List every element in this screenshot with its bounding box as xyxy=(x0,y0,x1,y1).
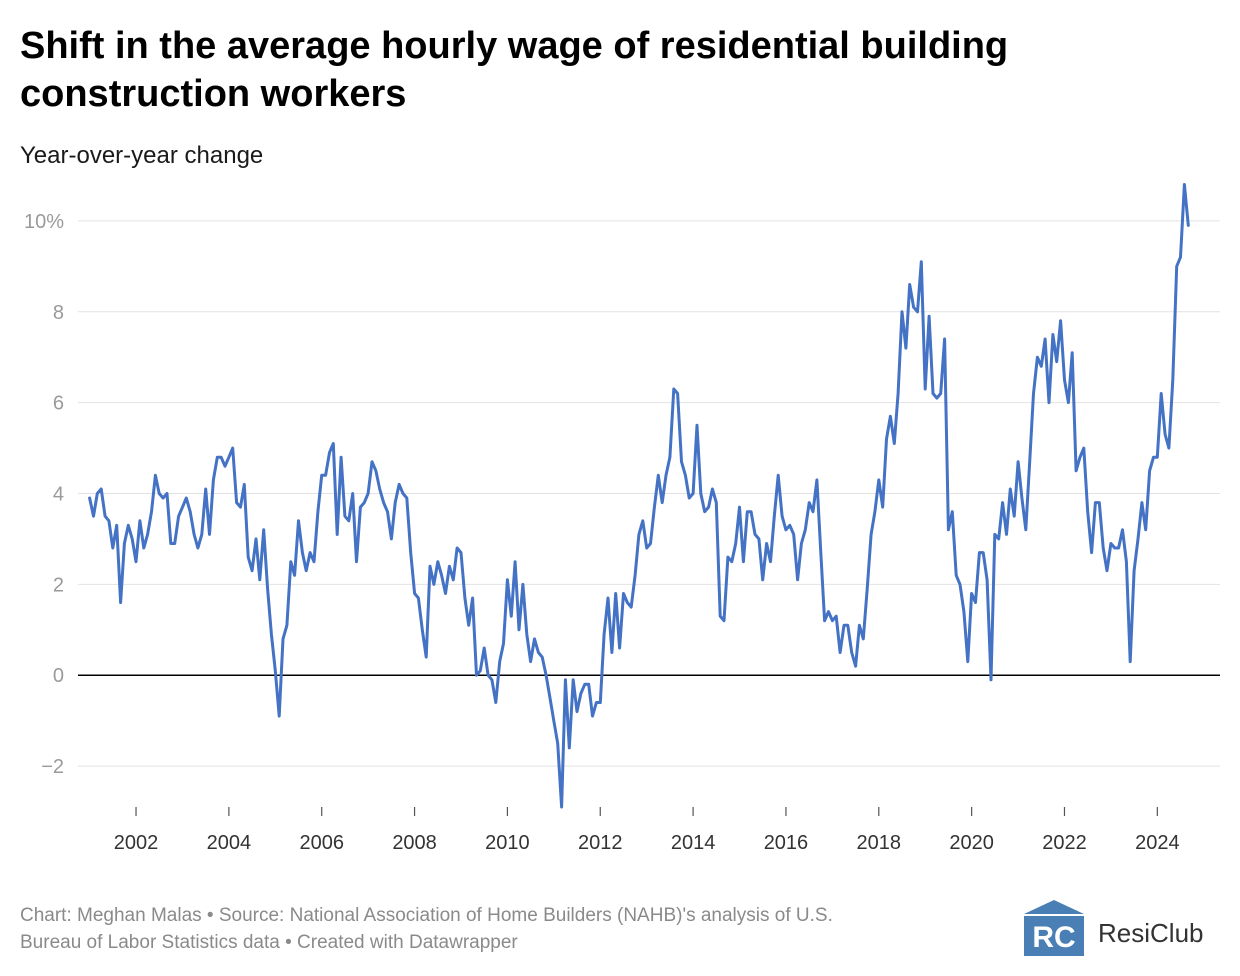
chart-subtitle: Year-over-year change xyxy=(20,142,264,169)
chart-footer: Chart: Meghan Malas • Source: National A… xyxy=(20,902,980,956)
y-tick-label: 4 xyxy=(53,484,64,506)
logo-letters: RC xyxy=(1032,921,1075,954)
x-tick-label: 2008 xyxy=(392,832,437,854)
series-line xyxy=(88,183,1190,809)
x-tick-label: 2006 xyxy=(299,832,344,854)
x-tick-label: 2010 xyxy=(485,832,530,854)
x-tick-label: 2002 xyxy=(114,832,159,854)
footer-credit-line-1: Chart: Meghan Malas • Source: National A… xyxy=(20,905,833,926)
series-layer xyxy=(88,183,1190,809)
y-tick-label: 8 xyxy=(53,302,64,324)
x-tick-label: 2020 xyxy=(949,832,994,854)
x-tick-label: 2014 xyxy=(671,832,716,854)
gridlines xyxy=(78,220,1220,767)
footer-credit-line-2: Bureau of Labor Statistics data • Create… xyxy=(20,932,518,953)
x-tick-label: 2016 xyxy=(764,832,809,854)
brand-name: ResiClub xyxy=(1098,918,1204,948)
x-tick-label: 2024 xyxy=(1135,832,1180,854)
chart-title: Shift in the average hourly wage of resi… xyxy=(20,25,1009,115)
x-tick-label: 2004 xyxy=(207,832,252,854)
y-tick-label: 10% xyxy=(24,211,64,233)
resiclub-logo-icon: RC xyxy=(1024,900,1084,956)
x-axis: 2002 2004 2006 2008 2010 2012 2014 2016 2018 2020… xyxy=(114,807,1180,854)
resiclub-brand[interactable]: RC ResiClub xyxy=(1024,900,1224,956)
y-tick-label: 0 xyxy=(53,665,64,687)
y-tick-label: 6 xyxy=(53,393,64,415)
y-axis-tick-labels: −2 0 2 4 6 8 10% xyxy=(24,211,64,778)
y-tick-label: 2 xyxy=(53,574,64,596)
x-tick-label: 2022 xyxy=(1042,832,1087,854)
x-tick-label: 2018 xyxy=(857,832,902,854)
y-tick-label: −2 xyxy=(41,756,64,778)
x-tick-label: 2012 xyxy=(578,832,623,854)
